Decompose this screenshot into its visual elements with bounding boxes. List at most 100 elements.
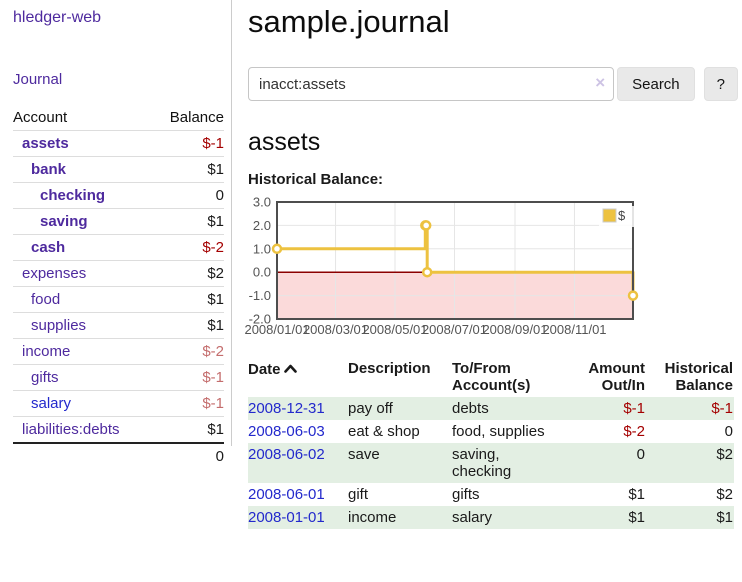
accounts-header-balance: Balance <box>169 109 224 126</box>
account-row-cash: cash $-2 <box>13 234 224 261</box>
account-link-liabilities-debts[interactable]: liabilities:debts <box>22 421 120 438</box>
transaction-date-link[interactable]: 2008-06-03 <box>248 423 325 440</box>
account-link-income[interactable]: income <box>22 343 71 360</box>
search-form: × Search ? <box>248 67 738 101</box>
clear-search-icon[interactable]: × <box>595 73 606 92</box>
account-balance: 0 <box>152 182 224 209</box>
account-link-bank[interactable]: bank <box>31 161 67 178</box>
svg-text:2008/03/01: 2008/03/01 <box>303 322 368 337</box>
transaction-amount: 0 <box>636 446 645 463</box>
search-input[interactable] <box>248 67 615 101</box>
search-button[interactable]: Search <box>617 67 695 101</box>
account-balance: $2 <box>152 260 224 287</box>
account-row-salary: salary $-1 <box>13 390 224 417</box>
account-link-cash[interactable]: cash <box>31 239 66 256</box>
register-header-date[interactable]: Date <box>248 357 348 397</box>
accounts-header-account: Account <box>13 109 68 126</box>
svg-text:3.0: 3.0 <box>253 195 271 210</box>
accounts-total-row: 0 <box>13 442 224 469</box>
register-header-row: Date Description To/From Account(s) Amou… <box>248 357 734 397</box>
accounts-total: 0 <box>152 442 224 469</box>
svg-text:$: $ <box>618 208 626 223</box>
transaction-date-link[interactable]: 2008-01-01 <box>248 509 325 526</box>
account-link-saving[interactable]: saving <box>40 213 88 230</box>
svg-text:1.0: 1.0 <box>253 241 271 256</box>
transaction-description: pay off <box>348 400 393 417</box>
help-button[interactable]: ? <box>703 67 738 101</box>
account-row-gifts: gifts $-1 <box>13 364 224 391</box>
transaction-balance: 0 <box>724 423 733 440</box>
sidebar: hledger-web Journal Account Balance asse… <box>0 0 232 469</box>
svg-text:2008/05/01: 2008/05/01 <box>362 322 427 337</box>
transaction-date-link[interactable]: 2008-06-02 <box>248 446 325 463</box>
account-heading: assets <box>248 128 321 156</box>
account-row-liabilities-debts: liabilities:debts $1 <box>13 416 224 443</box>
account-balance: $-1 <box>152 390 224 417</box>
account-balance: $1 <box>152 208 224 235</box>
account-row-bank: bank $1 <box>13 156 224 183</box>
transaction-accounts: debts <box>452 400 489 417</box>
account-link-gifts[interactable]: gifts <box>31 369 59 386</box>
svg-text:2.0: 2.0 <box>253 218 271 233</box>
transaction-description: income <box>348 509 397 526</box>
account-row-food: food $1 <box>13 286 224 313</box>
account-link-food[interactable]: food <box>31 291 61 308</box>
transaction-amount: $1 <box>628 509 645 526</box>
transaction-accounts: saving, checking <box>452 446 512 480</box>
transaction-amount: $1 <box>628 486 645 503</box>
account-row-saving: saving $1 <box>13 208 224 235</box>
register-row: 2008-12-31 pay off debts $-1 $-1 <box>248 397 734 420</box>
account-row-income: income $-2 <box>13 338 224 365</box>
account-row-expenses: expenses $2 <box>13 260 224 287</box>
account-row-checking: checking 0 <box>13 182 224 209</box>
transaction-balance: $2 <box>716 446 733 463</box>
account-balance: $-1 <box>152 130 224 157</box>
transaction-date-link[interactable]: 2008-12-31 <box>248 400 325 417</box>
account-link-supplies[interactable]: supplies <box>31 317 87 334</box>
main-content: sample.journal × Search ? assets Histori… <box>244 0 738 529</box>
historical-balance-chart: $3.0 2.0 1.0 0.0 -1.0 -2.0 2008/01/01 2008/03/0… <box>244 195 738 340</box>
register-header-balance: Historical Balance <box>664 360 733 394</box>
account-link-salary[interactable]: salary <box>31 395 72 412</box>
transaction-accounts: salary <box>452 509 493 526</box>
chart-title: Historical Balance: <box>248 171 384 188</box>
transaction-balance: $-1 <box>711 400 733 417</box>
account-balance: $-2 <box>152 234 224 261</box>
account-balance: $1 <box>152 286 224 313</box>
account-balance: $1 <box>152 156 224 183</box>
accounts-header-row: Account Balance <box>13 105 224 131</box>
transaction-amount: $-1 <box>623 400 645 417</box>
account-balance: $-2 <box>152 338 224 365</box>
account-link-checking[interactable]: checking <box>40 187 106 204</box>
register-row: 2008-01-01 income salary $1 $1 <box>248 506 734 529</box>
register-header-description: Description <box>348 360 431 377</box>
register-row: 2008-06-02 save saving, checking 0 $2 <box>248 443 734 483</box>
transaction-balance: $2 <box>716 486 733 503</box>
page-title: sample.journal <box>248 4 450 39</box>
register-table: Date Description To/From Account(s) Amou… <box>248 357 734 529</box>
transaction-accounts: gifts <box>452 486 480 503</box>
transaction-balance: $1 <box>716 509 733 526</box>
account-link-expenses[interactable]: expenses <box>22 265 87 282</box>
account-balance: $-1 <box>152 364 224 391</box>
transaction-description: gift <box>348 486 369 503</box>
transaction-accounts: food, supplies <box>452 423 545 440</box>
app-brand-link[interactable]: hledger-web <box>13 9 102 26</box>
account-balance: $1 <box>152 312 224 339</box>
transaction-description: eat & shop <box>348 423 420 440</box>
svg-text:2008/09/01: 2008/09/01 <box>482 322 547 337</box>
register-header-accounts: To/From Account(s) <box>452 360 531 394</box>
svg-text:-2.0: -2.0 <box>249 312 271 327</box>
svg-text:-1.0: -1.0 <box>249 288 271 303</box>
svg-text:0.0: 0.0 <box>253 265 271 280</box>
svg-text:2008/07/01: 2008/07/01 <box>422 322 487 337</box>
account-row-assets: assets $-1 <box>13 130 224 157</box>
transaction-date-link[interactable]: 2008-06-01 <box>248 486 325 503</box>
sidebar-item-journal[interactable]: Journal <box>13 71 63 88</box>
transaction-amount: $-2 <box>623 423 645 440</box>
svg-text:2008/11/01: 2008/11/01 <box>542 322 606 337</box>
accounts-table: Account Balance assets $-1 bank $1 check… <box>13 105 224 469</box>
register-row: 2008-06-03 eat & shop food, supplies $-2… <box>248 420 734 443</box>
account-link-assets[interactable]: assets <box>22 135 69 152</box>
account-row-supplies: supplies $1 <box>13 312 224 339</box>
